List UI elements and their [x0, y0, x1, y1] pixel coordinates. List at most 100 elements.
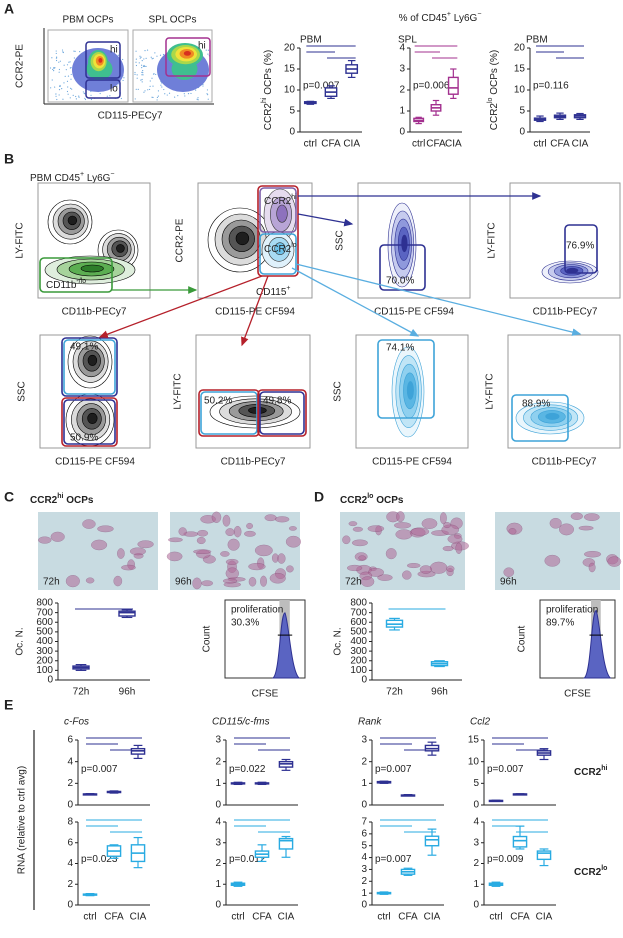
axis-label: CFSE [252, 689, 279, 700]
event-dot [207, 98, 209, 100]
p-value: p=0.007 [487, 764, 524, 775]
event-dot [54, 67, 56, 69]
superscript: -/lo [76, 278, 86, 285]
density-contour [80, 264, 104, 273]
x-tick-label: 72h [386, 687, 403, 698]
cell [570, 512, 583, 520]
event-dot [144, 65, 146, 67]
p-value: p=0.116 [533, 80, 569, 91]
axis-label: CD115-PE CF594 [55, 457, 135, 468]
axis-label: LY-FITC [173, 373, 184, 409]
axis-label: CD11b-PECy7 [533, 307, 598, 318]
cell [227, 538, 240, 551]
event-dot [54, 86, 56, 88]
cell [348, 521, 358, 527]
event-dot [135, 64, 138, 67]
event-dot [78, 96, 80, 98]
gate [63, 399, 116, 445]
cell [193, 549, 212, 554]
y-tick-label: 6 [361, 828, 367, 839]
density-contour [566, 267, 579, 273]
event-dot [69, 61, 71, 63]
event-dot [63, 82, 65, 84]
event-dot [151, 96, 153, 98]
gate-label: 70.0% [386, 276, 414, 287]
event-dot [164, 93, 166, 95]
event-dot [61, 49, 64, 51]
event-dot [69, 97, 71, 99]
superscript: lo [601, 865, 607, 872]
event-dot [58, 61, 60, 63]
axis-label: CD115-PECy7 [98, 111, 163, 122]
event-dot [151, 58, 153, 60]
panel-label: B [4, 151, 14, 167]
y-tick-label: 600 [36, 617, 53, 628]
y-tick-label: 1 [473, 879, 479, 890]
gate-label: 74.1% [386, 343, 414, 354]
cell [385, 548, 397, 560]
event-dot [141, 60, 143, 62]
event-dot [141, 71, 143, 73]
event-dot [142, 65, 145, 68]
cell [85, 577, 95, 584]
y-tick-label: 400 [350, 636, 367, 647]
event-dot [135, 58, 137, 60]
event-dot [55, 95, 57, 97]
chart-title: PBM [526, 35, 548, 46]
x-tick-label: 96h [431, 687, 448, 698]
chart-title: PBM [300, 35, 322, 46]
axis-label: SSC [333, 381, 344, 402]
y-tick-label: 3 [361, 864, 367, 875]
event-dot [90, 90, 92, 93]
axis-label: Count [517, 625, 528, 652]
panel-label: D [314, 489, 324, 505]
y-tick-label: 0 [215, 900, 221, 911]
y-tick-label: 3 [399, 64, 405, 75]
event-dot [196, 98, 198, 100]
density-contour [274, 242, 286, 255]
superscript: + [447, 11, 451, 18]
gate-label: lo [110, 84, 118, 95]
y-tick-label: 0 [473, 900, 479, 911]
text-part: Ly6G [451, 13, 478, 24]
event-dot [120, 97, 122, 100]
cell [82, 519, 96, 529]
event-dot [168, 92, 171, 94]
cell [583, 513, 600, 522]
event-dot [157, 90, 160, 92]
cell [288, 526, 297, 531]
y-tick-label: 0 [361, 675, 367, 686]
axis-label: CCR2hi OCPs (%) [261, 50, 273, 130]
event-dot [162, 53, 165, 56]
density-contour [87, 412, 98, 424]
event-dot [197, 97, 199, 99]
gate [85, 41, 121, 79]
section-title: CCR2hi OCPs [30, 493, 94, 505]
event-dot [148, 88, 151, 91]
event-dot [166, 94, 168, 96]
event-dot [90, 94, 92, 96]
axis-label: SSC [335, 230, 346, 251]
gate [165, 37, 211, 77]
text-part: OCPs [63, 495, 93, 506]
gate-label: CCR2hi [264, 194, 297, 206]
y-tick-label: 0 [215, 800, 221, 811]
x-tick-label: CFA [104, 912, 124, 923]
event-dot [58, 94, 60, 96]
event-dot [122, 58, 124, 61]
event-dot [156, 96, 159, 99]
cell [50, 531, 65, 542]
cell [447, 534, 463, 544]
cell [360, 576, 375, 587]
row-label: CCR2hi [574, 765, 608, 777]
event-dot [207, 94, 209, 96]
cell [346, 564, 363, 572]
event-dot [58, 89, 61, 91]
y-tick-label: 2 [67, 879, 73, 890]
y-tick-label: 0 [67, 800, 73, 811]
y-tick-label: 500 [350, 627, 367, 638]
x-tick-label: CIA [130, 912, 147, 923]
axis-label: Oc. N. [333, 627, 344, 655]
event-dot [206, 93, 208, 95]
